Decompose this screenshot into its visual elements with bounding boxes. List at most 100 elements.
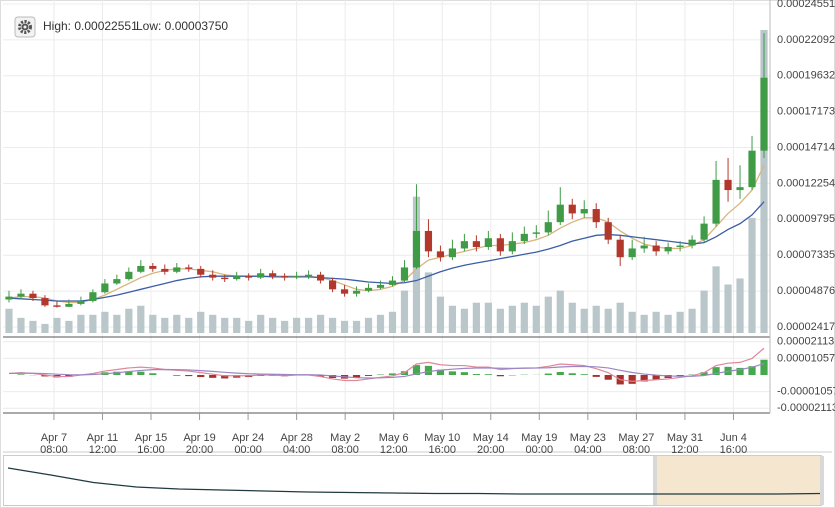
histogram-bar <box>640 375 648 382</box>
volume-bar <box>65 320 73 333</box>
candle-body <box>221 277 229 280</box>
x-tick-label: May 2 <box>330 432 360 444</box>
histogram-bar <box>736 367 744 375</box>
x-tick-label: May 14 <box>473 432 509 444</box>
x-tick-label: Jun 4 <box>720 432 747 444</box>
volume-bar <box>688 308 696 333</box>
candle-body <box>712 179 720 224</box>
candle-body <box>688 239 696 246</box>
navigator-handle[interactable] <box>820 456 824 505</box>
candle-body <box>53 305 61 307</box>
candle-body <box>245 276 253 278</box>
x-tick-time: 20:00 <box>186 444 214 456</box>
y-tick-label: 0.00017173 <box>777 106 835 118</box>
y-tick-label: 0.00012254 <box>777 177 835 189</box>
candle-body <box>640 245 648 249</box>
candle-body <box>592 209 600 223</box>
histogram-bar <box>424 365 433 375</box>
x-tick-time: 12:00 <box>380 444 408 456</box>
candle-body <box>652 245 660 252</box>
volume-bar <box>209 314 217 333</box>
candle-body <box>5 296 13 300</box>
candle-body <box>41 298 49 306</box>
volume-bar <box>424 272 433 333</box>
volume-bar <box>328 317 337 333</box>
y-tick-label: 0.00007335 <box>777 249 835 261</box>
x-tick-time: 00:00 <box>234 444 262 456</box>
histogram-bar <box>460 372 468 375</box>
candle-body <box>340 289 349 294</box>
volume-bar <box>221 317 229 333</box>
volume-bar <box>364 317 373 333</box>
x-tick-time: 08:00 <box>40 444 68 456</box>
volume-bar <box>293 317 301 333</box>
candle-body <box>676 245 684 247</box>
candle-body <box>628 248 636 258</box>
x-tick-time: 16:00 <box>428 444 456 456</box>
candle-body <box>664 246 672 252</box>
candle-body <box>400 267 409 281</box>
x-tick-label: May 23 <box>570 432 606 444</box>
histogram-bar <box>221 375 229 379</box>
histogram-bar <box>185 375 193 377</box>
x-tick-label: Apr 24 <box>232 432 264 444</box>
candle-body <box>424 230 433 252</box>
volume-bar <box>616 302 624 333</box>
gear-hole[interactable] <box>23 25 27 29</box>
candle-body <box>281 276 289 278</box>
histogram-bar <box>484 374 492 375</box>
candle-body <box>436 251 445 258</box>
volume-bar <box>125 308 133 333</box>
x-tick-label: Apr 19 <box>183 432 215 444</box>
x-tick-label: May 31 <box>667 432 703 444</box>
x-tick-time: 12:00 <box>89 444 117 456</box>
volume-bar <box>508 305 516 333</box>
y-tick-label: 0.00014714 <box>777 141 835 153</box>
volume-bar <box>472 302 480 333</box>
candle-body <box>233 276 241 280</box>
navigator-line <box>7 467 821 495</box>
volume-bar <box>388 311 397 333</box>
settings-button[interactable] <box>14 16 36 38</box>
volume-bar <box>436 296 445 333</box>
volume-bar <box>233 317 241 333</box>
candle-body <box>748 150 756 188</box>
y-tick-label: 0.00002113 <box>777 336 834 348</box>
histogram-bar <box>316 375 325 377</box>
candle-body <box>173 267 181 272</box>
histogram-bar <box>65 375 73 377</box>
y-tick-label: -0.00001057 <box>777 386 835 398</box>
candle-body <box>352 290 361 294</box>
histogram-bar <box>197 375 205 378</box>
histogram-bar <box>388 373 397 375</box>
x-tick-label: May 19 <box>521 432 557 444</box>
candle-body <box>257 273 265 278</box>
histogram-bar <box>556 372 564 375</box>
volume-bar <box>652 311 660 333</box>
volume-bar <box>173 314 181 333</box>
candle-body <box>65 303 73 307</box>
candle-body <box>149 265 157 269</box>
volume-bar <box>29 320 37 333</box>
volume-bar <box>628 311 636 333</box>
candle-body <box>568 204 576 214</box>
x-tick-time: 04:00 <box>283 444 311 456</box>
volume-bar <box>400 290 409 333</box>
volume-bar <box>736 278 744 333</box>
candle-body <box>736 187 744 191</box>
x-tick-time: 16:00 <box>720 444 748 456</box>
candle-body <box>472 241 480 247</box>
histogram-bar <box>209 375 217 378</box>
navigator-handle[interactable] <box>653 456 657 505</box>
gear-teeth[interactable] <box>18 20 32 34</box>
navigator-selection[interactable] <box>657 456 820 505</box>
candle-body <box>484 238 492 247</box>
x-tick-time: 08:00 <box>623 444 651 456</box>
volume-bar <box>460 308 468 333</box>
histogram-bar <box>125 371 133 375</box>
x-tick-time: 00:00 <box>526 444 554 456</box>
candle-body <box>125 271 133 280</box>
candle-body <box>185 267 193 269</box>
volume-bar <box>197 311 205 333</box>
candle-body <box>700 223 708 240</box>
